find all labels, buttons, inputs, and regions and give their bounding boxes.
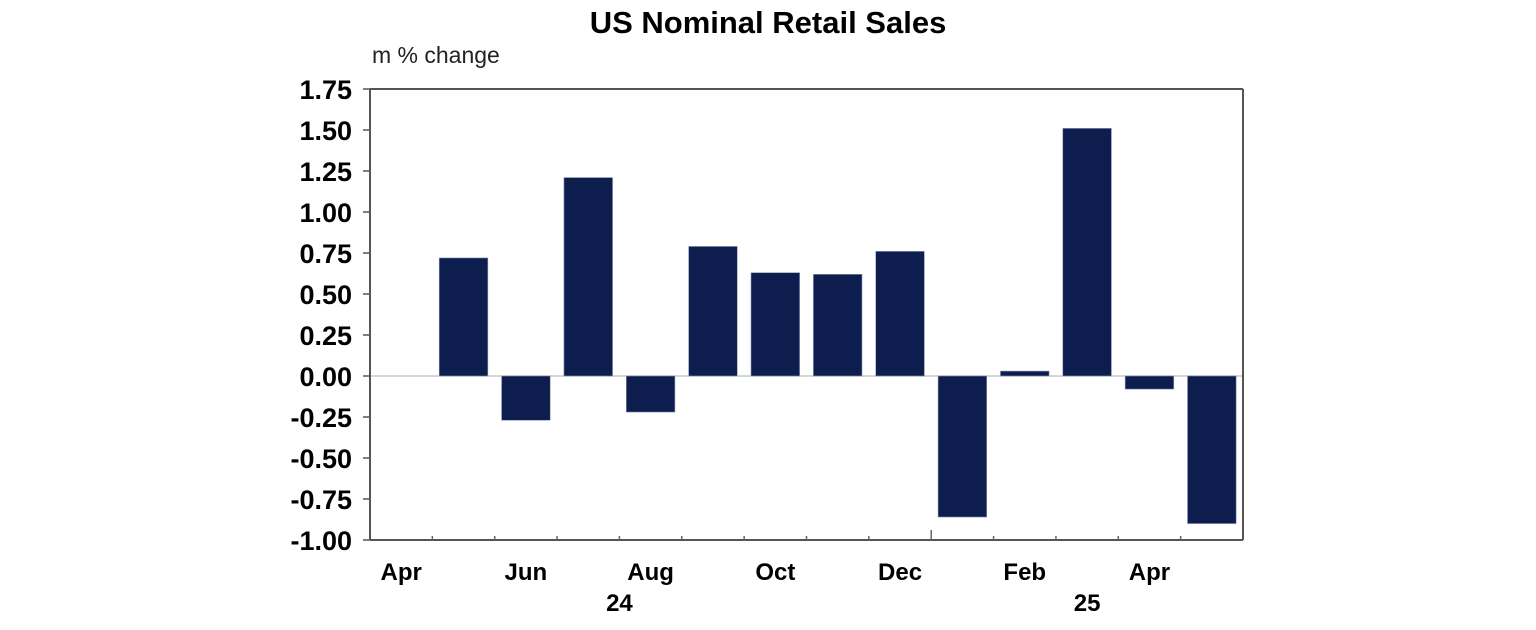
y-tick-label: -0.50 [290, 444, 352, 474]
y-tick-label: 0.25 [299, 321, 352, 351]
y-tick-label: -0.25 [290, 403, 352, 433]
bar-jan-2025 [937, 375, 988, 518]
chart-title: US Nominal Retail Sales [590, 5, 947, 40]
bar-jun-2024 [501, 375, 551, 421]
x-tick-label: Oct [755, 559, 795, 586]
x-tick-label: Apr [1129, 559, 1170, 586]
bar-feb-2025 [1000, 370, 1050, 377]
year-label: 25 [1074, 590, 1101, 617]
bar-jul-2024 [563, 177, 613, 377]
x-tick-label: Aug [627, 559, 674, 586]
y-axis-unit-label: m % change [372, 42, 500, 68]
bar-mar-2025 [1062, 128, 1112, 377]
bar-may-2025 [1187, 375, 1237, 524]
y-tick-label: 0.75 [299, 239, 352, 269]
bar-nov-2024 [813, 274, 863, 377]
y-tick-label: 1.00 [299, 198, 352, 228]
bar-may-2024 [438, 257, 489, 377]
y-tick-label: -0.75 [290, 485, 352, 515]
bar-sep-2024 [688, 246, 738, 377]
x-tick-label: Jun [505, 559, 548, 586]
year-label: 24 [606, 590, 633, 617]
x-tick-label: Feb [1003, 559, 1046, 586]
y-tick-label: 0.50 [299, 280, 352, 310]
bar-aug-2024 [625, 375, 676, 413]
x-tick-label: Apr [381, 559, 422, 586]
y-tick-label: 0.00 [299, 362, 352, 392]
y-tick-label: 1.25 [299, 157, 352, 187]
y-tick-label: 1.50 [299, 116, 352, 146]
x-tick-label: Dec [878, 559, 922, 586]
bar-oct-2024 [750, 272, 800, 377]
y-tick-label: 1.75 [299, 75, 352, 105]
y-tick-label: -1.00 [290, 526, 352, 556]
plot-area: 1.75 1.50 1.25 1.00 0.75 0.50 0.25 0.00 -0.25 -0.… [290, 75, 1244, 617]
bar-dec-2024 [875, 251, 925, 377]
bar-apr-2025 [1124, 375, 1175, 390]
